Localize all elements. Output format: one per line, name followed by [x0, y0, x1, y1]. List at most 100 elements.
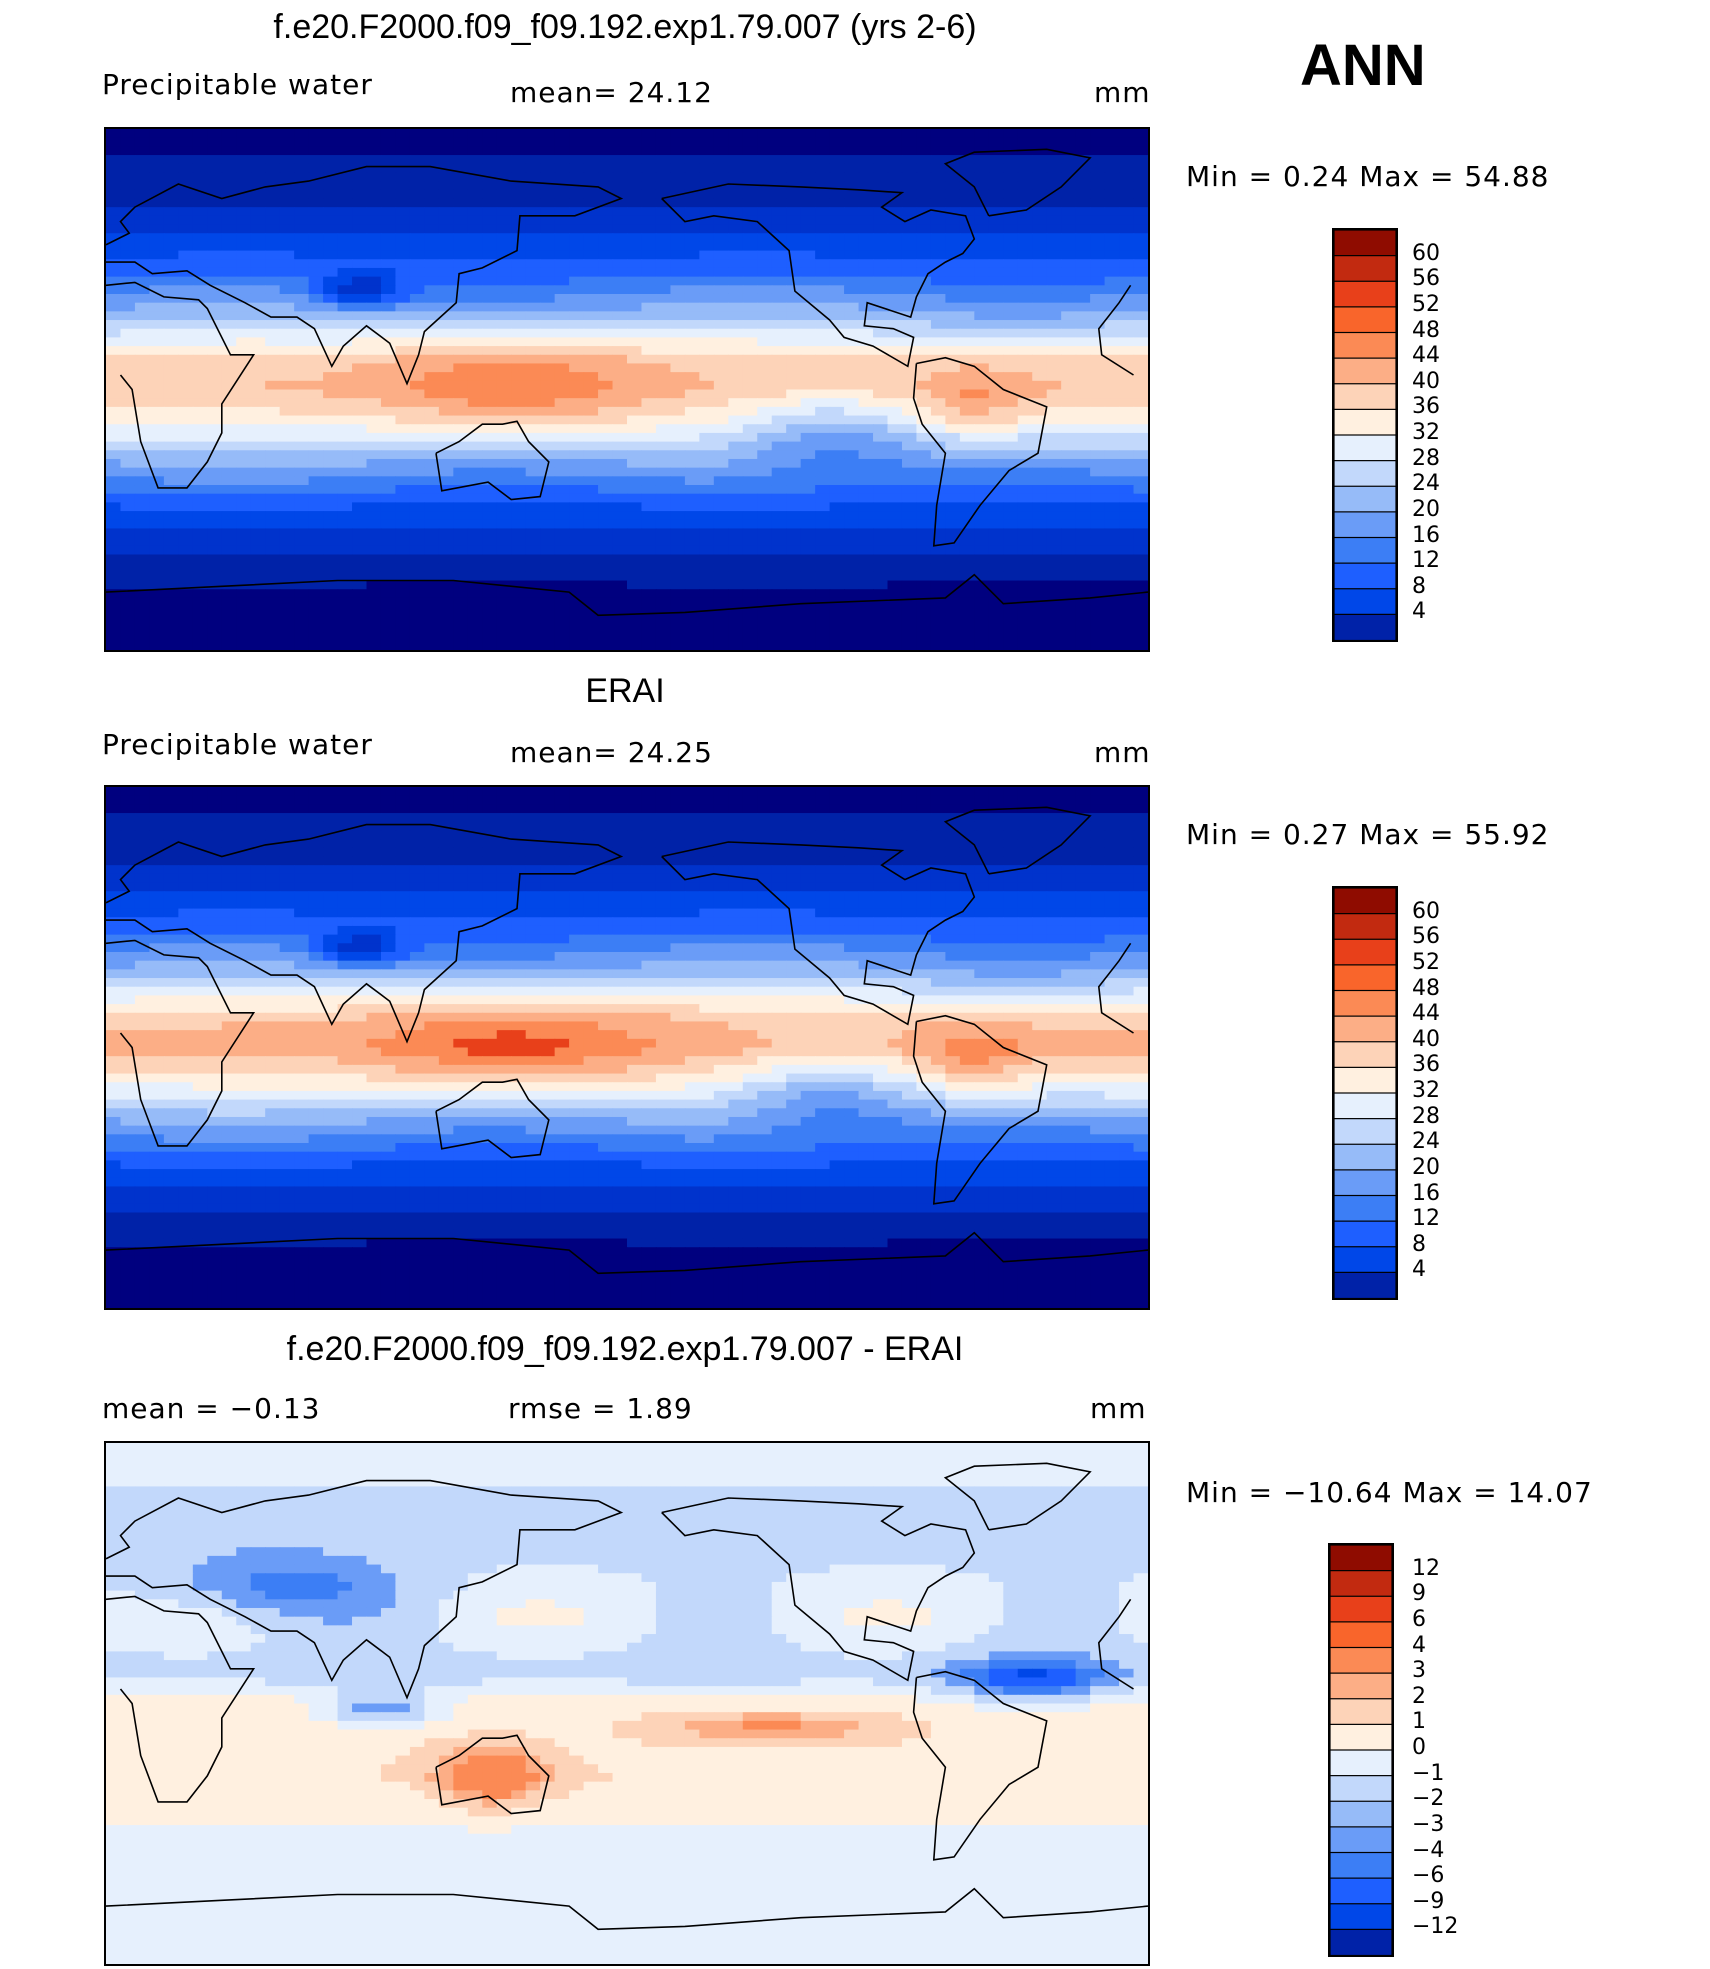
- map-cell: [713, 215, 729, 226]
- map-cell: [207, 415, 223, 425]
- map-cell: [757, 424, 773, 434]
- map-cell: [308, 441, 324, 451]
- map-cell: [873, 528, 889, 538]
- map-cell: [1017, 571, 1033, 582]
- map-cell: [178, 511, 194, 521]
- map-cell: [713, 302, 729, 312]
- map-cell: [757, 571, 773, 582]
- map-cell: [178, 267, 194, 278]
- map-cell: [757, 493, 773, 503]
- map-cell: [887, 511, 903, 521]
- map-cell: [352, 372, 368, 382]
- map-cell: [236, 137, 252, 147]
- map-cell: [525, 129, 541, 139]
- map-cell: [337, 813, 353, 823]
- map-cell: [236, 537, 252, 547]
- map-cell: [236, 623, 252, 634]
- map-cell: [554, 328, 570, 338]
- map-cell: [163, 207, 179, 217]
- map-cell: [352, 389, 368, 399]
- map-cell: [641, 372, 657, 382]
- map-cell: [250, 432, 266, 443]
- map-cell: [612, 398, 628, 408]
- map-cell: [250, 372, 266, 382]
- map-cell: [742, 476, 758, 486]
- map-cell: [945, 537, 961, 547]
- map-cell: [771, 597, 787, 608]
- map-cell: [1075, 372, 1091, 382]
- map-cell: [713, 830, 729, 840]
- map-cell: [294, 795, 310, 805]
- map-cell: [192, 839, 208, 849]
- map-cell: [438, 589, 454, 599]
- map-cell: [988, 458, 1004, 469]
- map-cell: [424, 528, 440, 538]
- map-cell: [655, 511, 672, 521]
- map-cell: [511, 432, 527, 443]
- map-cell: [945, 137, 961, 147]
- map-cell: [221, 458, 237, 469]
- map-cell: [265, 795, 281, 805]
- map-cell: [250, 189, 266, 200]
- map-cell: [757, 267, 773, 278]
- map-cell: [482, 467, 498, 477]
- map-cell: [959, 623, 975, 634]
- map-cell: [192, 641, 208, 650]
- map-cell: [106, 795, 122, 805]
- map-cell: [829, 415, 845, 425]
- map-cell: [800, 847, 816, 858]
- map-cell: [236, 337, 252, 347]
- map-cell: [120, 259, 136, 269]
- map-cell: [178, 328, 194, 338]
- map-cell: [1061, 215, 1077, 226]
- map-cell: [1046, 267, 1062, 278]
- map-cell: [742, 632, 758, 642]
- map-cell: [887, 259, 903, 269]
- map-cell: [945, 250, 961, 260]
- map-cell: [988, 302, 1004, 312]
- map-cell: [699, 224, 715, 234]
- panel-2-variable-label: Precipitable water: [102, 728, 373, 761]
- map-cell: [294, 554, 310, 564]
- map-cell: [873, 830, 889, 840]
- map-cell: [1119, 129, 1135, 139]
- map-cell: [409, 606, 425, 616]
- map-cell: [627, 363, 643, 373]
- map-cell: [323, 293, 339, 304]
- map-cell: [395, 181, 411, 191]
- colorbar-tick-label: 12: [1412, 548, 1440, 574]
- map-cell: [945, 424, 961, 434]
- map-cell: [120, 458, 136, 469]
- map-cell: [366, 432, 382, 443]
- map-cell: [742, 589, 758, 599]
- map-cell: [294, 615, 310, 625]
- map-cell: [380, 380, 397, 391]
- map-cell: [655, 847, 672, 858]
- map-cell: [453, 623, 469, 634]
- map-cell: [887, 172, 903, 182]
- map-cell: [337, 137, 353, 147]
- map-cell: [337, 641, 353, 650]
- map-cell: [757, 328, 773, 338]
- map-cell: [1133, 207, 1148, 217]
- map-cell: [959, 563, 975, 573]
- map-cell: [1119, 502, 1135, 512]
- map-cell: [641, 155, 657, 165]
- map-cell: [873, 623, 889, 634]
- map-cell: [713, 129, 729, 139]
- map-cell: [337, 830, 353, 840]
- map-cell: [858, 502, 874, 512]
- map-cell: [786, 528, 802, 538]
- map-cell: [1090, 337, 1106, 347]
- map-cell: [323, 172, 339, 182]
- map-cell: [627, 398, 643, 408]
- map-cell: [163, 787, 179, 797]
- map-cell: [684, 623, 700, 634]
- map-cell: [800, 346, 816, 356]
- map-cell: [540, 380, 556, 391]
- map-cell: [1119, 337, 1135, 347]
- map-cell: [496, 354, 512, 365]
- map-cell: [930, 839, 946, 849]
- map-cell: [511, 450, 527, 460]
- map-cell: [294, 354, 310, 365]
